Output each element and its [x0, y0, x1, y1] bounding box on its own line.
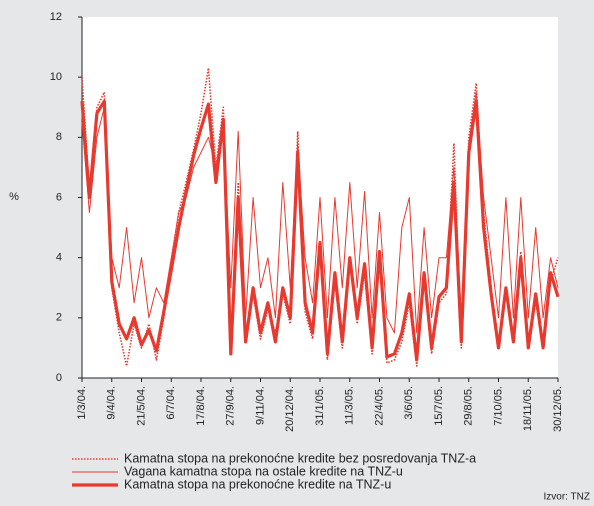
legend-label: Kamatna stopa na prekonoćne kredite na T…: [124, 477, 391, 491]
y-tick-label: 0: [56, 372, 62, 384]
x-tick-label: 15/7/05.: [433, 386, 445, 426]
source: Izvor: TNZ: [544, 492, 590, 503]
legend-label: Kamatna stopa na prekonoćne kredite bez …: [124, 451, 476, 465]
legend-label: Vagana kamatna stopa na ostale kredite n…: [124, 464, 403, 478]
y-tick-label: 2: [56, 312, 62, 324]
series-line: [80, 99, 560, 362]
x-tick-label: 3/6/05.: [403, 386, 415, 420]
y-tick-label: 12: [50, 11, 62, 23]
x-tick-label: 31/1/05.: [314, 386, 326, 426]
x-tick-label: 6/7/04.: [165, 386, 177, 420]
x-tick-label: 17/8/04.: [195, 386, 207, 426]
x-tick-label: 29/8/05.: [463, 386, 475, 426]
x-tick-label: 20/12/04.: [284, 386, 296, 432]
y-axis-label: %: [9, 191, 19, 203]
x-tick-label: 18/11/05.: [522, 386, 534, 431]
y-tick-label: 8: [56, 131, 62, 143]
x-tick-label: 11/3/05.: [344, 386, 356, 425]
x-tick-label: 30/12/05.: [552, 386, 564, 432]
y-tick-label: 10: [50, 71, 62, 83]
y-tick-label: 4: [56, 252, 62, 264]
x-tick-label: 1/3/04.: [76, 386, 88, 420]
y-tick-label: 6: [56, 191, 62, 203]
x-tick-label: 7/10/05.: [492, 386, 504, 426]
x-tick-label: 27/9/04.: [225, 386, 237, 426]
x-tick-label: 22/4/05.: [373, 386, 385, 426]
x-tick-label: 9/11/04.: [254, 386, 266, 425]
x-tick-label: 21/5/04.: [135, 386, 147, 426]
x-tick-label: 9/4/04.: [106, 386, 118, 420]
